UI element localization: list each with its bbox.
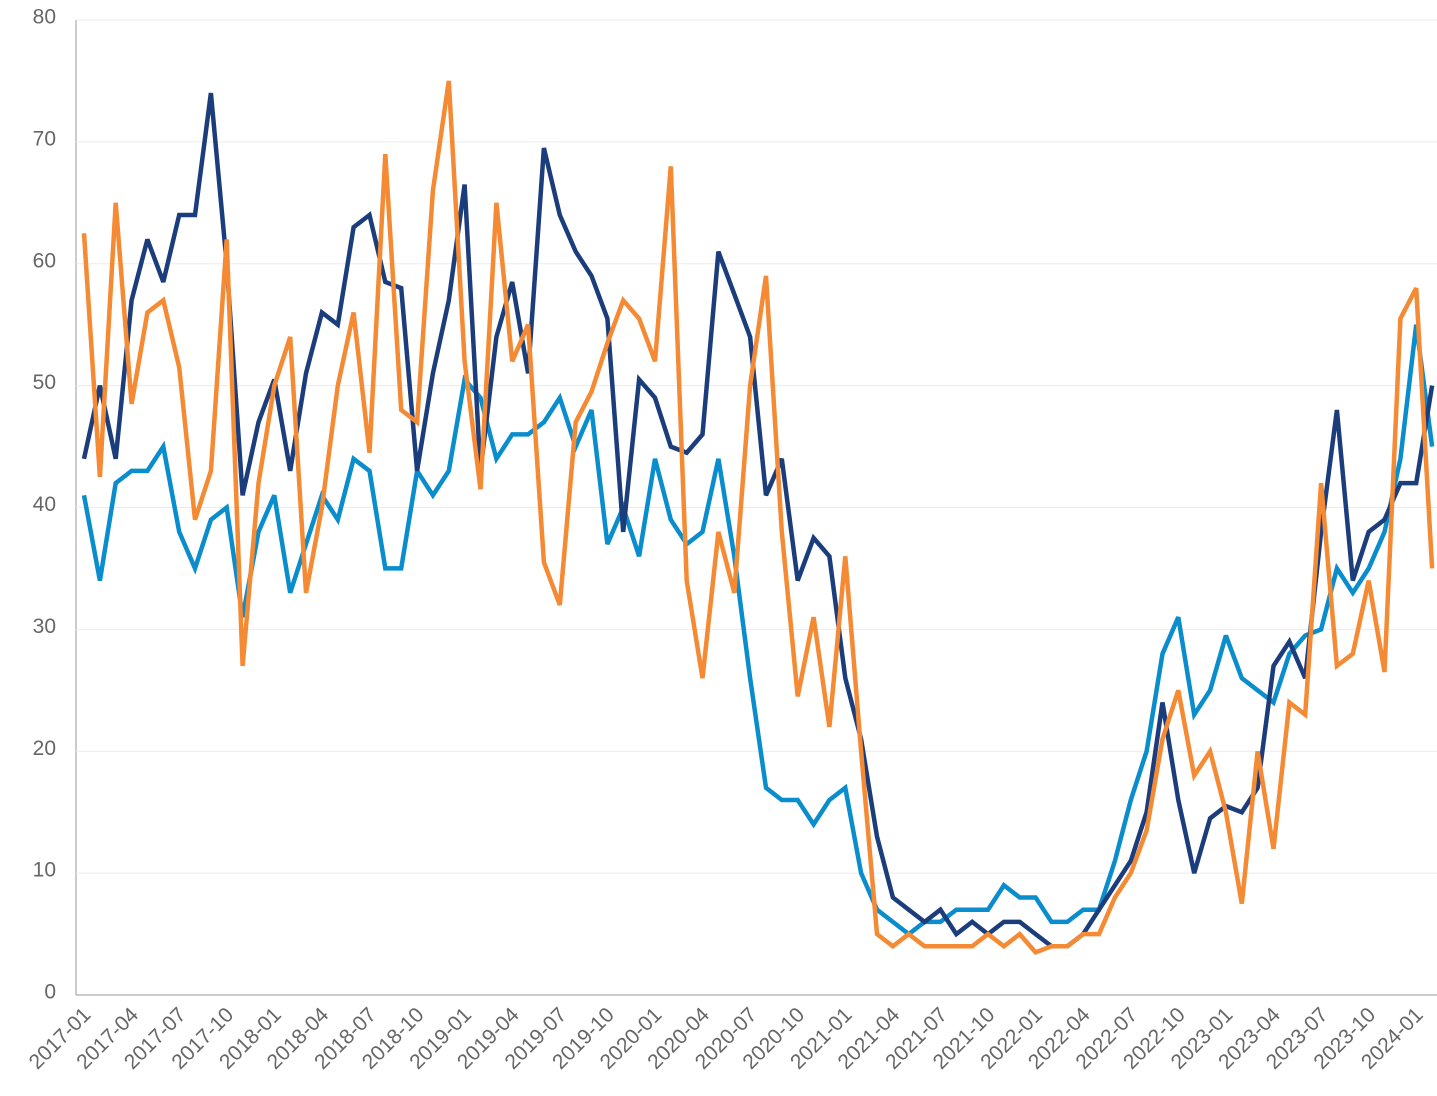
line-series <box>81 324 1435 937</box>
y-tick-label: 20 <box>33 737 56 760</box>
y-tick-label: 0 <box>44 981 56 1004</box>
y-tick-label: 60 <box>33 249 56 272</box>
line-series <box>81 80 1435 955</box>
y-tick-label: 30 <box>33 615 56 638</box>
y-tick-label: 50 <box>33 371 56 394</box>
y-tick-label: 40 <box>33 493 56 516</box>
y-tick-label: 70 <box>33 127 56 150</box>
y-tick-label: 80 <box>33 6 56 29</box>
line-series <box>81 92 1435 949</box>
y-tick-label: 10 <box>33 859 56 882</box>
